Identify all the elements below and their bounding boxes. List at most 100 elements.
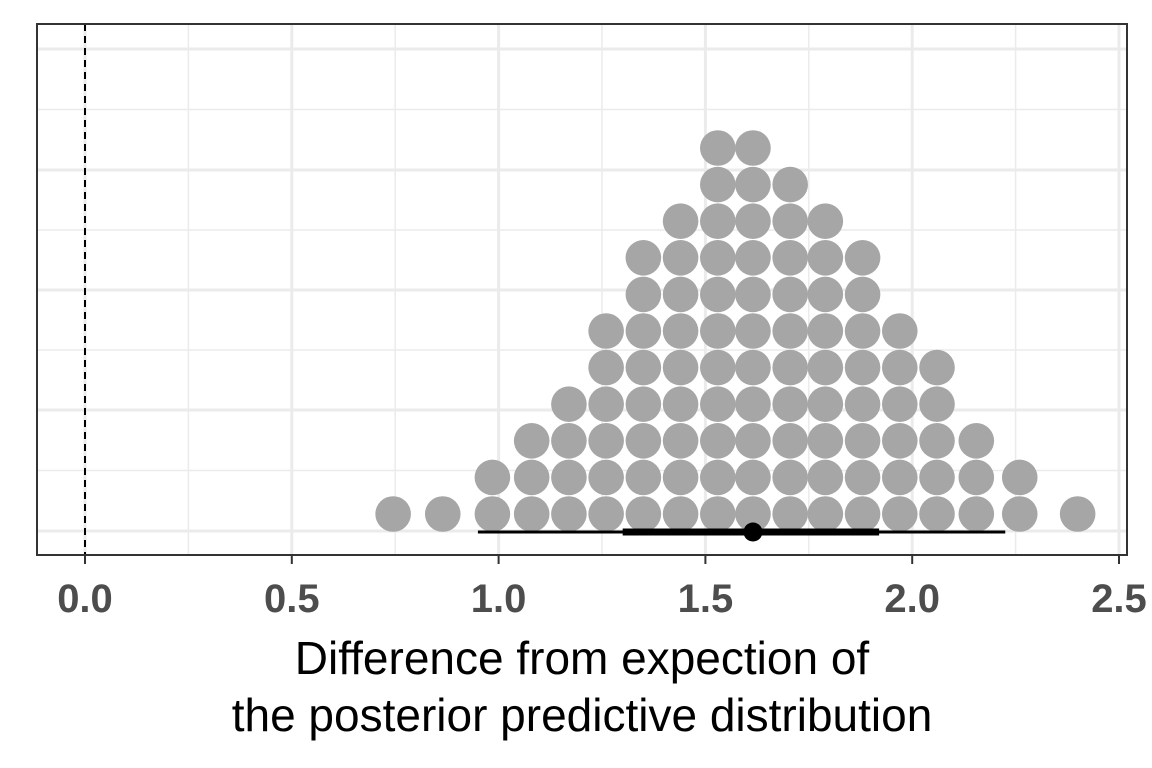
dot-col5-row1 <box>588 459 624 496</box>
dot-col10-row4 <box>772 349 808 386</box>
x-tick-label: 0.5 <box>264 577 320 621</box>
dot-col6-row7 <box>625 239 662 276</box>
dot-col13-row2 <box>881 423 918 459</box>
dot-col7-row7 <box>662 239 699 276</box>
dot-col10-row8 <box>772 203 808 239</box>
dot-col10-row0 <box>772 496 808 532</box>
dot-col13-row3 <box>881 386 918 423</box>
dot-col16-row0 <box>1001 496 1038 532</box>
dot-col12-row1 <box>844 459 881 496</box>
dot-col13-row1 <box>881 459 918 496</box>
dot-col10-row1 <box>772 459 808 496</box>
dot-col6-row4 <box>625 349 662 386</box>
dot-col13-row0 <box>881 496 918 532</box>
dot-col11-row1 <box>807 459 844 496</box>
dot-col8-row1 <box>700 459 736 496</box>
dot-col12-row3 <box>844 386 881 423</box>
dot-col7-row1 <box>662 459 699 496</box>
dot-col5-row4 <box>588 349 624 386</box>
dot-col12-row0 <box>844 496 881 532</box>
dot-col8-row4 <box>700 349 736 386</box>
x-tick-label: 2.5 <box>1091 577 1147 621</box>
dot-col7-row6 <box>662 276 699 313</box>
dot-col9-row6 <box>735 276 771 313</box>
x-tick-label: 1.0 <box>471 577 527 621</box>
dot-col14-row3 <box>919 386 955 423</box>
dot-col14-row1 <box>919 459 955 496</box>
dot-col12-row5 <box>844 313 881 349</box>
dot-col9-row10 <box>735 130 771 166</box>
dot-col3-row0 <box>513 496 550 532</box>
dot-col12-row6 <box>844 276 881 313</box>
dot-col4-row1 <box>551 459 587 496</box>
dot-col11-row2 <box>807 423 844 459</box>
dot-col8-row6 <box>700 276 736 313</box>
dot-col14-row4 <box>919 349 955 386</box>
dot-col11-row3 <box>807 386 844 423</box>
dot-col9-row4 <box>735 349 771 386</box>
dot-col7-row0 <box>662 496 699 532</box>
dot-col4-row3 <box>551 386 587 423</box>
dot-col5-row3 <box>588 386 624 423</box>
dot-col5-row0 <box>588 496 624 532</box>
dot-col14-row2 <box>919 423 955 459</box>
dot-col11-row5 <box>807 313 844 349</box>
dot-col12-row2 <box>844 423 881 459</box>
dot-col10-row7 <box>772 239 808 276</box>
dot-col15-row2 <box>958 423 995 459</box>
dot-col13-row5 <box>881 313 918 349</box>
dot-col3-row2 <box>513 423 550 459</box>
dot-col4-row0 <box>551 496 587 532</box>
dot-col11-row6 <box>807 276 844 313</box>
dot-col8-row2 <box>700 423 736 459</box>
dot-col9-row3 <box>735 386 771 423</box>
dot-col10-row6 <box>772 276 808 313</box>
dot-col9-row2 <box>735 423 771 459</box>
dot-col10-row2 <box>772 423 808 459</box>
dot-col5-row5 <box>588 313 624 349</box>
dot-col10-row5 <box>772 313 808 349</box>
point-interval <box>477 522 1006 542</box>
dot-col15-row0 <box>958 496 995 532</box>
x-axis-title-line-1: Difference from expection of <box>295 632 870 684</box>
dot-col7-row2 <box>662 423 699 459</box>
x-axis-tick-labels: 0.0 0.5 1.0 1.5 2.0 2.5 <box>57 577 1147 621</box>
dot-col10-row9 <box>772 166 808 203</box>
dot-col8-row8 <box>700 203 736 239</box>
dot-col7-row3 <box>662 386 699 423</box>
dot-col7-row4 <box>662 349 699 386</box>
dot-col14-row0 <box>919 496 955 532</box>
dot-col9-row9 <box>735 166 771 203</box>
dot-columns <box>375 130 1096 532</box>
panel-border <box>36 23 1128 556</box>
dot-col8-row10 <box>700 130 736 166</box>
dot-col11-row7 <box>807 239 844 276</box>
dot-col12-row4 <box>844 349 881 386</box>
dot-col0-row0 <box>375 496 411 532</box>
interval-point <box>743 522 763 542</box>
dot-col11-row8 <box>807 203 844 239</box>
dot-col4-row2 <box>551 423 587 459</box>
dot-col11-row0 <box>807 496 844 532</box>
dot-col11-row4 <box>807 349 844 386</box>
dot-col9-row5 <box>735 313 771 349</box>
dot-col7-row5 <box>662 313 699 349</box>
dot-col15-row1 <box>958 459 995 496</box>
dot-col9-row0 <box>735 496 771 532</box>
dot-col6-row5 <box>625 313 662 349</box>
dot-col13-row4 <box>881 349 918 386</box>
dot-col6-row0 <box>625 496 662 532</box>
dot-col8-row3 <box>700 386 736 423</box>
dot-col8-row5 <box>700 313 736 349</box>
dot-col9-row8 <box>735 203 771 239</box>
x-axis-ticks <box>84 555 1120 564</box>
x-tick-label: 2.0 <box>884 577 940 621</box>
dot-col8-row0 <box>700 496 736 532</box>
dot-col7-row8 <box>662 203 699 239</box>
dot-col8-row9 <box>700 166 736 203</box>
dot-col6-row6 <box>625 276 662 313</box>
dot-col10-row3 <box>772 386 808 423</box>
dot-col8-row7 <box>700 239 736 276</box>
dot-col2-row0 <box>474 496 511 532</box>
